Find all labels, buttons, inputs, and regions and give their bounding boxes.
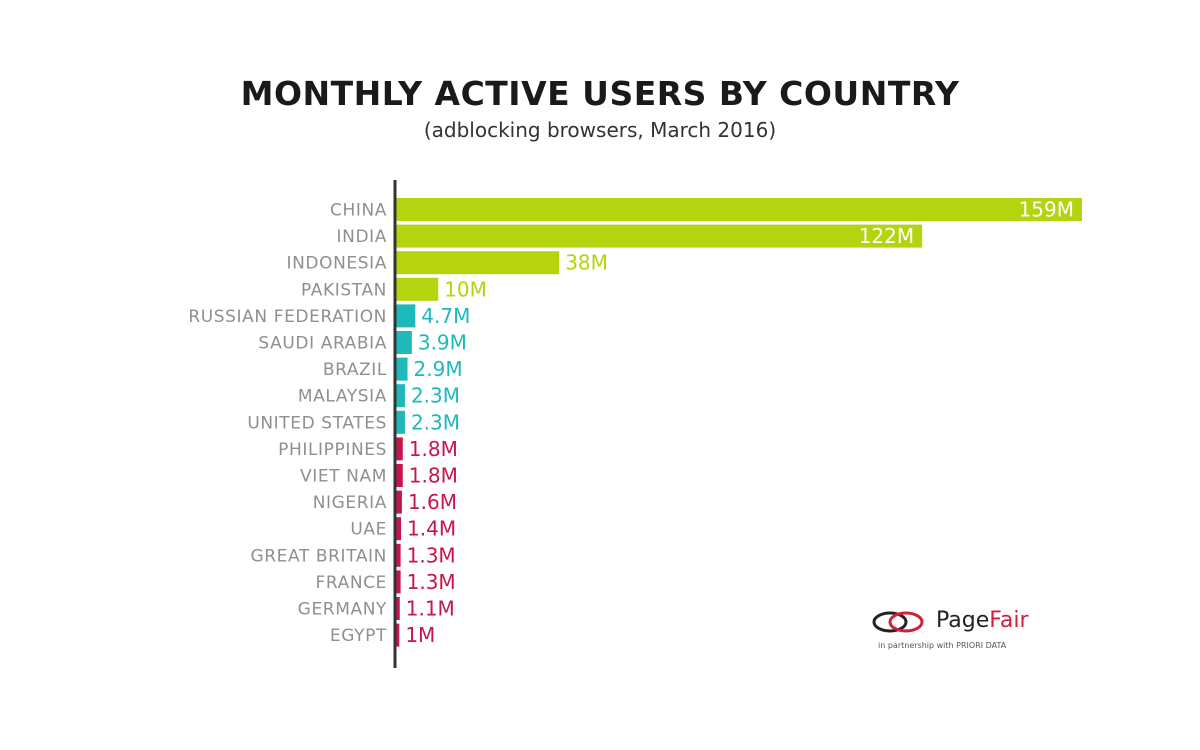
category-label-nigeria: NIGERIA: [313, 493, 387, 513]
bar-pakistan: [395, 277, 439, 301]
category-label-uae: UAE: [350, 520, 387, 540]
value-label-germany: 1.1M: [406, 597, 455, 621]
bar-philippines: [395, 437, 403, 461]
brand-tagline: in partnership with PRIORI DATA: [878, 641, 1007, 650]
value-label-uae: 1.4M: [407, 517, 456, 541]
bar-china: [395, 198, 1082, 221]
bar-germany: [395, 597, 400, 620]
value-label-nigeria: 1.6M: [408, 490, 457, 514]
chart-subtitle: (adblocking browsers, March 2016): [423, 118, 777, 142]
brand-name-accent: Fair: [989, 608, 1029, 633]
category-label-egypt: EGYPT: [330, 626, 387, 646]
value-label-malaysia: 2.3M: [411, 384, 460, 408]
bar-viet-nam: [395, 464, 403, 487]
value-label-china: 159M: [1019, 198, 1074, 222]
value-label-viet-nam: 1.8M: [409, 464, 458, 488]
category-label-france: FRANCE: [316, 573, 387, 593]
bar-nigeria: [395, 490, 402, 514]
bar-uae: [395, 517, 402, 541]
category-label-germany: GERMANY: [298, 600, 387, 620]
value-label-saudi-arabia: 3.9M: [418, 331, 467, 355]
value-label-indonesia: 38M: [565, 251, 608, 275]
category-label-united-states: UNITED STATES: [247, 413, 387, 433]
value-label-france: 1.3M: [407, 570, 456, 594]
bar-brazil: [395, 357, 408, 381]
chart-title: MONTHLY ACTIVE USERS BY COUNTRY: [240, 74, 960, 113]
category-label-russian-federation: RUSSIAN FEDERATION: [188, 307, 387, 327]
pagefair-swirl-icon: [872, 611, 924, 633]
bar-russian-federation: [395, 304, 416, 328]
category-label-india: INDIA: [337, 227, 387, 247]
category-label-viet-nam: VIET NAM: [300, 467, 387, 487]
brand-name: PageFair: [936, 608, 1029, 633]
value-label-pakistan: 10M: [444, 277, 487, 301]
bar-great-britain: [395, 543, 401, 567]
value-label-egypt: 1M: [405, 623, 435, 647]
value-label-united-states: 2.3M: [411, 410, 460, 434]
category-label-china: CHINA: [330, 201, 387, 221]
bar-united-states: [395, 410, 405, 434]
value-label-great-britain: 1.3M: [407, 543, 456, 567]
value-label-brazil: 2.9M: [414, 357, 463, 381]
bar-france: [395, 570, 401, 594]
bar-malaysia: [395, 384, 405, 408]
value-label-russian-federation: 4.7M: [421, 304, 470, 328]
pagefair-logo: PageFair in partnership with PRIORI DATA: [870, 602, 1070, 652]
value-label-philippines: 1.8M: [409, 437, 458, 461]
brand-name-main: Page: [936, 608, 990, 633]
value-label-india: 122M: [859, 224, 914, 248]
category-label-philippines: PHILIPPINES: [278, 440, 387, 460]
bar-egypt: [395, 623, 400, 647]
category-label-indonesia: INDONESIA: [287, 254, 388, 274]
category-label-saudi-arabia: SAUDI ARABIA: [258, 334, 387, 354]
category-label-pakistan: PAKISTAN: [301, 280, 387, 300]
category-label-great-britain: GREAT BRITAIN: [250, 546, 387, 566]
bar-saudi-arabia: [395, 331, 412, 354]
category-label-brazil: BRAZIL: [323, 360, 387, 380]
category-label-malaysia: MALAYSIA: [298, 387, 387, 407]
bar-indonesia: [395, 251, 560, 275]
bar-india: [395, 224, 923, 248]
